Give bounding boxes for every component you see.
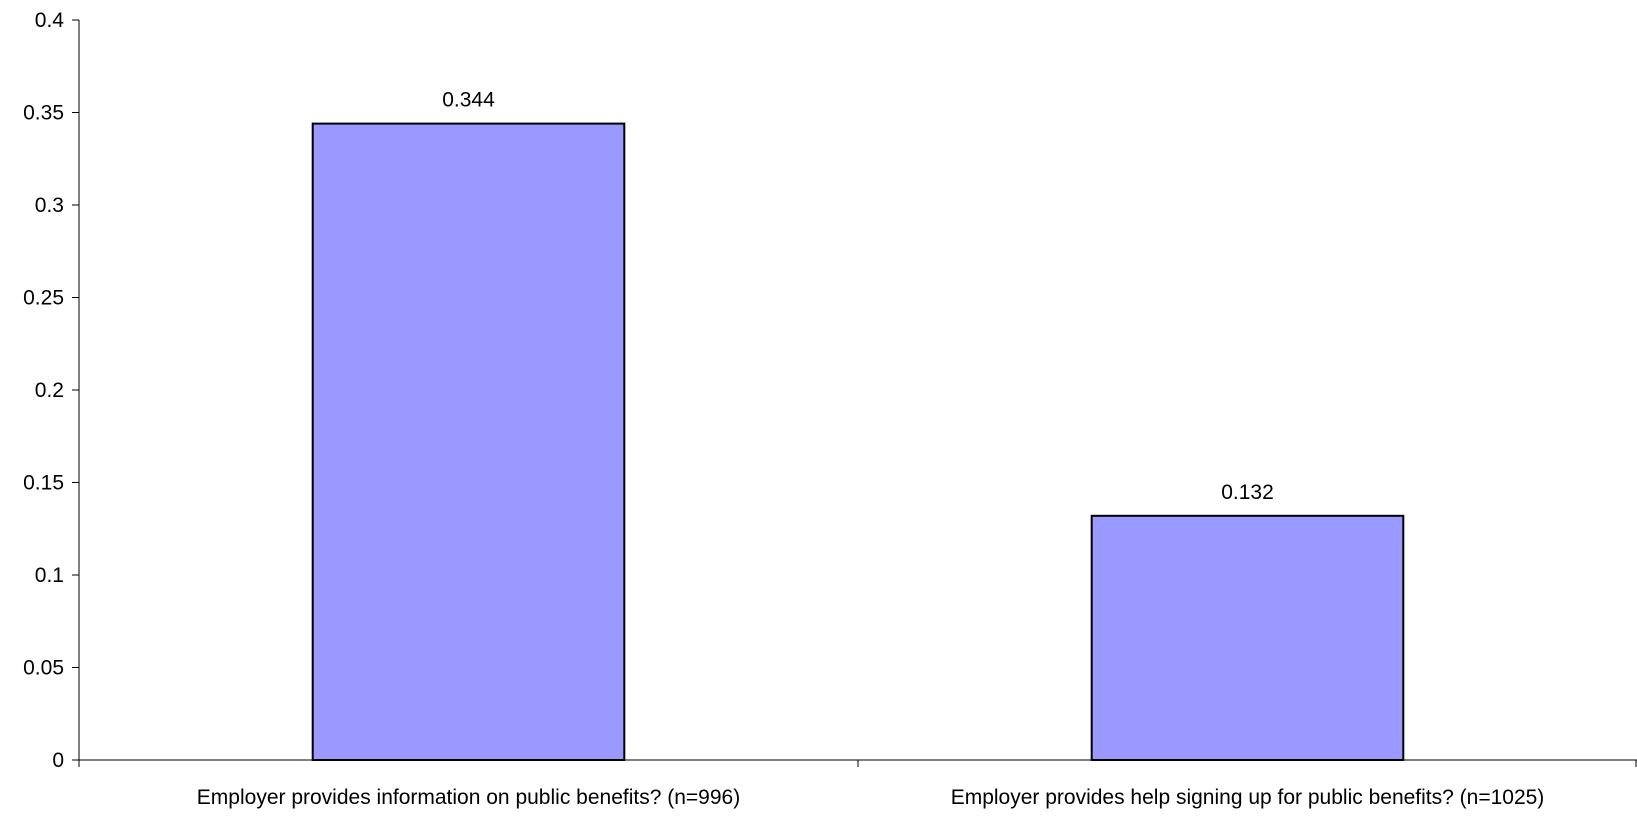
y-tick-label: 0.2 xyxy=(35,379,64,402)
bars-layer xyxy=(311,122,1405,762)
x-ticks: Employer provides information on public … xyxy=(78,760,1637,809)
bar-value-label: 0.344 xyxy=(442,89,495,112)
y-tick-label: 0.1 xyxy=(35,564,64,587)
y-tick-label: 0.15 xyxy=(23,472,64,495)
data-labels: 0.344 0.132 xyxy=(442,89,1274,504)
y-tick-label: 0.4 xyxy=(35,9,65,32)
y-tick-label: 0.35 xyxy=(23,102,64,125)
y-tick-label: 0.25 xyxy=(23,287,64,310)
bar-value-label: 0.132 xyxy=(1221,481,1274,504)
bar xyxy=(1090,514,1405,761)
y-ticks: 0 0.05 0.1 0.15 0.2 0.25 0.3 0.35 0.4 xyxy=(23,9,79,772)
x-category-label: Employer provides information on public … xyxy=(197,786,740,809)
bar xyxy=(311,122,626,762)
y-tick-label: 0 xyxy=(52,749,64,772)
y-tick-label: 0.05 xyxy=(23,657,64,680)
x-category-label: Employer provides help signing up for pu… xyxy=(951,786,1545,809)
y-tick-label: 0.3 xyxy=(35,194,64,217)
